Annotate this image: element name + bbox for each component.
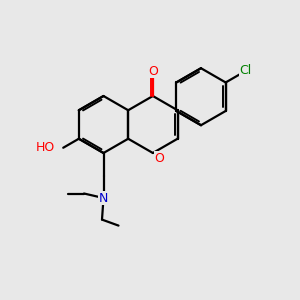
Text: O: O: [148, 64, 158, 78]
Text: N: N: [99, 191, 108, 205]
Text: HO: HO: [36, 141, 55, 154]
Text: O: O: [154, 152, 164, 165]
Text: Cl: Cl: [240, 64, 252, 77]
